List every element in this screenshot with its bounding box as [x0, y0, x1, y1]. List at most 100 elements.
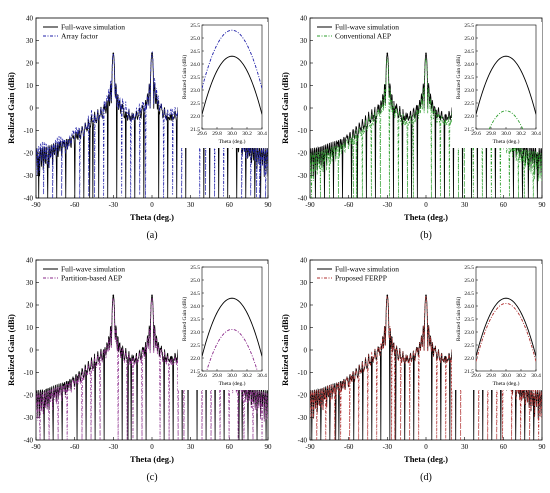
- inset-y-tick-label: 24.0: [464, 62, 474, 68]
- x-axis-title: Theta (deg.): [130, 454, 174, 464]
- panel-label: (c): [146, 472, 157, 483]
- peak-point-1: [386, 52, 389, 55]
- inset-x-tick-label: 30.4: [531, 373, 541, 379]
- inset-chart: 25.5 25.0 24.5 24.0 23.5 23.0 22.5 22.0 21.529.6…: [452, 22, 542, 148]
- inset-y-tick-label: 25.0: [464, 36, 474, 42]
- y-tick-label: -30: [298, 414, 308, 422]
- x-tick-label: -90: [305, 443, 315, 451]
- x-tick-label: 90: [539, 201, 547, 209]
- inset-series-line-comparison: [202, 29, 262, 89]
- inset-chart: 25.5 25.0 24.5 24.0 23.5 23.0 22.5 22.0 21.529.6…: [452, 264, 542, 390]
- chart-panel-4: -90 -60 -30 0 30 60 90 40 30 20 10 0 -10 -20 -30 -40 The…: [280, 257, 546, 484]
- x-axis-title: Theta (deg.): [404, 212, 448, 222]
- peak-point-2: [151, 294, 153, 297]
- y-tick-label: -40: [24, 437, 34, 445]
- inset-y-tick-label: 25.5: [190, 265, 200, 271]
- y-tick-label: -10: [24, 127, 34, 135]
- y-axis-title: Realized Gain (dBi): [280, 314, 290, 386]
- inset-y-tick-label: 22.5: [464, 343, 474, 349]
- inset-y-tick-label: 25.0: [464, 278, 474, 284]
- chart-panel-3: -90 -60 -30 0 30 60 90 40 30 20 10 0 -10 -20 -30 -40 The…: [6, 257, 272, 484]
- y-tick-label: 10: [26, 82, 34, 90]
- x-tick-label: 30: [187, 443, 195, 451]
- peak-point-1: [112, 294, 115, 297]
- inset-x-title: Theta (deg.): [493, 138, 520, 145]
- panel-label: (d): [420, 472, 432, 483]
- inset-y-title: Realized Gain (dBi): [455, 55, 462, 99]
- inset-x-tick-label: 29.8: [212, 373, 222, 379]
- inset-y-tick-label: 24.0: [464, 304, 474, 310]
- inset-x-tick-label: 30.0: [227, 373, 237, 379]
- x-tick-label: 0: [424, 201, 428, 209]
- peak-point-1: [112, 52, 115, 55]
- peak-point-2: [425, 52, 427, 55]
- y-tick-label: 0: [30, 105, 34, 113]
- inset-y-tick-label: 23.5: [464, 317, 474, 323]
- peak-point-2: [425, 294, 427, 297]
- inset-y-tick-label: 24.0: [190, 304, 200, 310]
- legend-label: Partition-based AEP: [61, 274, 122, 283]
- y-tick-label: -10: [298, 369, 308, 377]
- y-tick-label: 20: [26, 302, 34, 310]
- inset-y-tick-label: 22.0: [190, 356, 200, 362]
- inset-series-line-comparison: [206, 328, 258, 371]
- x-tick-label: 0: [150, 201, 154, 209]
- inset-y-tick-label: 21.5: [464, 127, 474, 133]
- x-tick-label: 30: [461, 201, 469, 209]
- y-tick-label: 30: [26, 37, 34, 45]
- x-tick-label: -60: [344, 201, 354, 209]
- inset-y-tick-label: 24.5: [464, 291, 474, 297]
- inset-y-title: Realized Gain (dBi): [181, 297, 188, 341]
- y-tick-label: -10: [298, 127, 308, 135]
- legend-label: Array factor: [61, 32, 98, 41]
- legend-label: Conventional AEP: [335, 32, 391, 41]
- y-tick-label: 20: [300, 302, 308, 310]
- inset-x-tick-label: 30.2: [516, 131, 526, 137]
- y-tick-label: 10: [300, 82, 308, 90]
- x-tick-label: 90: [265, 201, 273, 209]
- inset-y-tick-label: 22.5: [464, 101, 474, 107]
- inset-y-tick-label: 25.5: [464, 265, 474, 271]
- inset-y-title: Realized Gain (dBi): [181, 55, 188, 99]
- inset-y-tick-label: 22.5: [190, 101, 200, 107]
- inset-x-tick-label: 30.2: [516, 373, 526, 379]
- inset-y-tick-label: 25.5: [464, 23, 474, 29]
- inset-y-tick-label: 24.0: [190, 62, 200, 68]
- x-tick-label: 60: [226, 443, 234, 451]
- x-tick-label: -60: [70, 201, 80, 209]
- y-tick-label: 30: [300, 279, 308, 287]
- panel-label: (b): [420, 230, 432, 241]
- y-tick-label: 20: [300, 60, 308, 68]
- legend-label: Full-wave simulation: [335, 23, 399, 32]
- inset-x-title: Theta (deg.): [219, 380, 246, 387]
- inset-y-tick-label: 23.5: [190, 75, 200, 81]
- x-tick-label: -60: [70, 443, 80, 451]
- inset-y-tick-label: 21.5: [190, 127, 200, 133]
- inset-x-tick-label: 30.4: [531, 131, 541, 137]
- x-tick-label: 60: [500, 443, 508, 451]
- x-tick-label: 60: [226, 201, 234, 209]
- y-tick-label: -20: [298, 150, 308, 158]
- y-tick-label: -40: [24, 195, 34, 203]
- y-tick-label: 30: [300, 37, 308, 45]
- legend-box: [315, 21, 405, 41]
- x-tick-label: -30: [383, 201, 393, 209]
- y-tick-label: -20: [298, 392, 308, 400]
- inset-series-line-reference: [202, 297, 262, 357]
- inset-x-tick-label: 30.4: [257, 373, 267, 379]
- x-tick-label: -30: [109, 443, 119, 451]
- legend-box: [315, 263, 405, 283]
- inset-x-tick-label: 29.6: [197, 131, 207, 137]
- y-tick-label: 20: [26, 60, 34, 68]
- inset-chart: 25.5 25.0 24.5 24.0 23.5 23.0 22.5 22.0 21.529.6…: [178, 264, 268, 390]
- inset-x-tick-label: 30.4: [257, 131, 267, 137]
- x-tick-label: -90: [31, 201, 41, 209]
- legend-label: Proposed FERPP: [335, 274, 387, 283]
- inset-y-tick-label: 22.0: [190, 114, 200, 120]
- inset-y-tick-label: 25.0: [190, 278, 200, 284]
- inset-y-tick-label: 24.5: [190, 49, 200, 55]
- y-axis-title: Realized Gain (dBi): [6, 72, 16, 144]
